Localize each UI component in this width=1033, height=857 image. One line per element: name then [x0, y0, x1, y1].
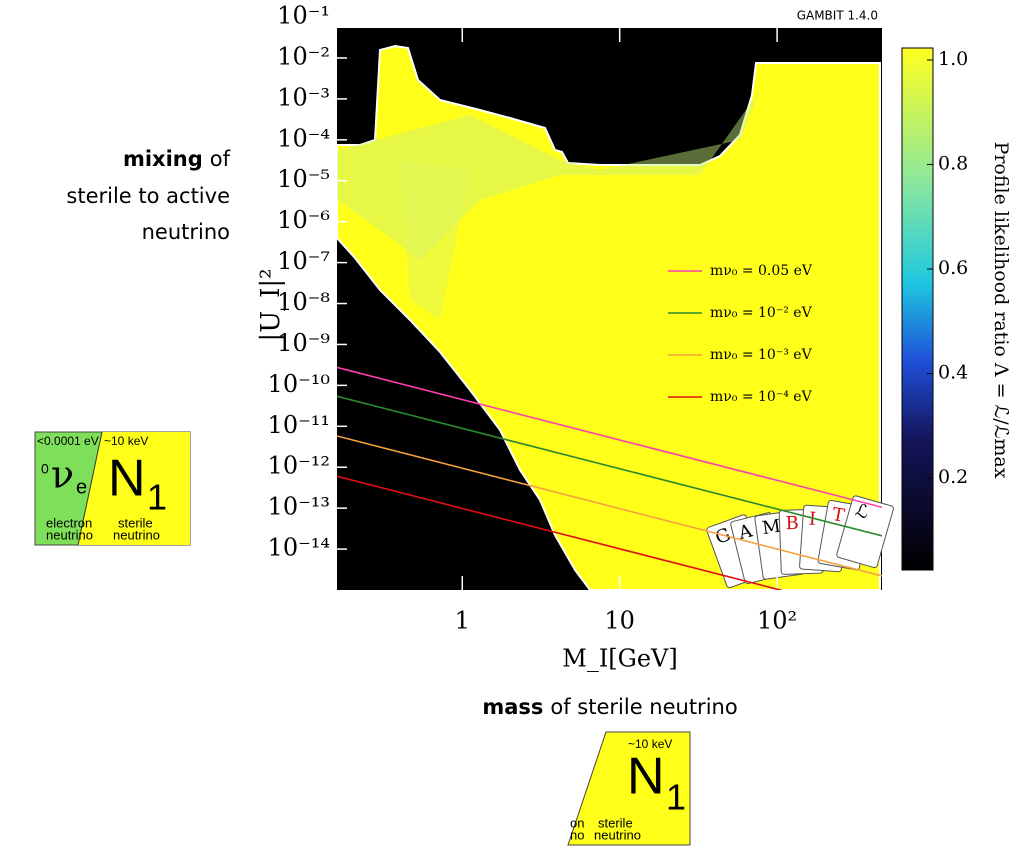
icon-text: N	[108, 450, 146, 508]
x-tick-label: 1	[455, 607, 470, 635]
card-letter: A	[736, 520, 756, 544]
icon-text: sterile	[598, 815, 633, 830]
icon-text: N	[627, 748, 665, 806]
card-letter: B	[785, 513, 799, 534]
y-note-bold: mixing	[123, 147, 203, 171]
icon-text: on	[570, 815, 584, 830]
icon-text: e	[76, 476, 87, 498]
y-tick-label: 10⁻⁷	[277, 247, 330, 275]
icon-text: 1	[666, 777, 686, 818]
icon-text: <0.0001 eV	[37, 434, 99, 448]
card-letter: M	[761, 516, 782, 539]
icon-text: sterile	[118, 515, 153, 530]
heatmap	[336, 28, 882, 591]
y-note-text: sterile to active	[66, 184, 230, 208]
icon-text: neutrino	[46, 527, 93, 542]
y-tick-label: 10⁻¹³	[268, 493, 330, 521]
colorbar-tick-label: 0.2	[938, 466, 968, 488]
y-tick-label: 10⁻⁵	[277, 165, 330, 193]
icon-text: ~10 keV	[104, 434, 148, 448]
series-line	[337, 366, 882, 509]
series-line	[337, 475, 784, 590]
y-tick-label: 10⁻⁹	[277, 329, 330, 357]
colorbar-tick-label: 0.6	[938, 257, 968, 279]
colorbar-tick-label: 0.8	[938, 153, 968, 175]
x-tick-label: 10	[604, 607, 635, 635]
x-tick-label: 10²	[757, 607, 797, 635]
y-tick-label: 10⁻¹¹	[268, 411, 330, 439]
y-note-text: of	[210, 147, 231, 171]
y-note: mixing of	[123, 147, 231, 171]
colorbar	[901, 47, 934, 571]
x-note: mass of sterile neutrino	[482, 695, 737, 719]
colorbar-tick-label: 0.4	[938, 362, 968, 384]
y-tick-label: 10⁻¹²	[268, 452, 330, 480]
legend-label: mν₀ = 10⁻⁴ eV	[710, 389, 813, 405]
legend-label: mν₀ = 10⁻² eV	[710, 305, 813, 321]
left-icon: <0.0001 eV ~10 keV 0 ν e N 1 electron ne…	[34, 431, 191, 546]
icon-text: 1	[147, 477, 167, 518]
y-tick-label: 10⁻¹⁰	[268, 370, 330, 398]
card-letter: G	[713, 524, 734, 549]
icon-text: ν	[51, 453, 74, 497]
card-letter: T	[830, 504, 845, 527]
x-note-bold: mass	[482, 695, 543, 719]
x-note-text: of sterile neutrino	[550, 695, 737, 719]
y-tick-label: 10⁻⁴	[277, 124, 330, 152]
series-line	[337, 395, 882, 537]
bottom-icon: ~10 keV N 1 on no sterile neutrino	[567, 731, 691, 846]
likelihood-patch	[400, 160, 470, 320]
y-tick-label: 10⁻⁸	[277, 288, 330, 316]
colorbar-tick-label: 1.0	[938, 48, 968, 70]
y-tick-label: 10⁻¹⁴	[268, 534, 330, 562]
series-line	[337, 435, 882, 577]
y-axis-title: |U_I|²	[256, 268, 286, 341]
icon-text: electron	[46, 515, 92, 530]
y-tick-label: 10⁻⁶	[277, 206, 330, 234]
y-tick-label: 10⁻²	[277, 42, 330, 70]
icon-text: neutrino	[113, 527, 160, 542]
icon-text: 0	[41, 461, 49, 477]
card-letter: I	[808, 508, 817, 529]
allowed-region	[336, 44, 881, 591]
y-tick-label: 10⁻³	[277, 83, 330, 111]
annotation: GAMBIT 1.4.0	[797, 9, 878, 23]
icon-text: neutrino	[594, 827, 641, 842]
card-letter: ℒ	[853, 500, 871, 524]
colorbar-title: Profile likelihood ratio Λ = ℒ/ℒmax	[990, 142, 1012, 479]
icon-text: no	[570, 827, 584, 842]
legend-label: mν₀ = 0.05 eV	[710, 263, 813, 279]
y-tick-label: 10⁻¹	[277, 2, 330, 30]
x-axis-title: M_I[GeV]	[562, 645, 678, 673]
y-note-text: neutrino	[142, 220, 230, 244]
icon-text: ~10 keV	[628, 737, 672, 751]
legend-label: mν₀ = 10⁻³ eV	[710, 347, 813, 363]
